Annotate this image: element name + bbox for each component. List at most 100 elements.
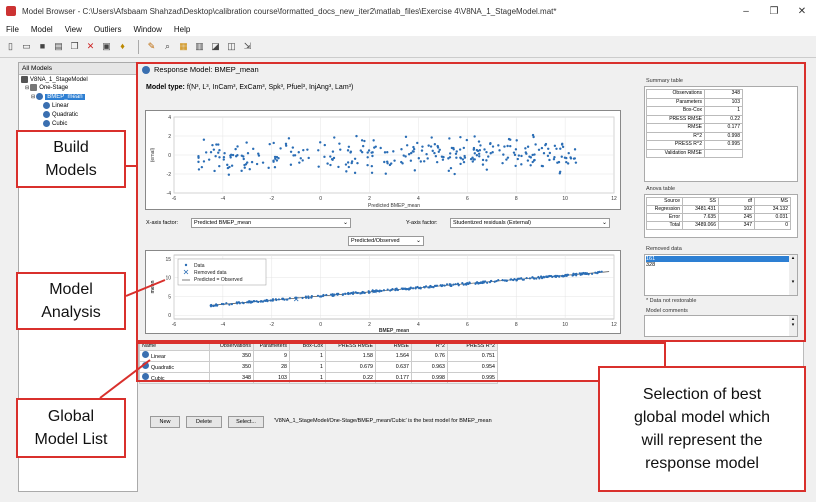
not-restorable-note: * Data not restorable — [646, 298, 697, 304]
data-point — [360, 139, 364, 142]
delete-icon[interactable]: ✕ — [86, 41, 95, 51]
tree-stage[interactable]: ⊟ One-Stage — [25, 84, 68, 91]
removed-data-item[interactable]: 161 — [646, 256, 796, 262]
callout-model-analysis: Model Analysis — [16, 272, 126, 330]
model-comments-box[interactable]: ▴ ▾ — [644, 315, 798, 337]
data-point — [355, 134, 358, 138]
menu-view[interactable]: View — [64, 24, 82, 34]
select-model-button[interactable]: Select... — [228, 416, 264, 428]
stepwise-icon[interactable]: ▦ — [179, 41, 188, 51]
data-point — [402, 154, 405, 157]
x-axis-factor-select[interactable]: Predicted BMEP_mean ⌄ — [191, 218, 351, 228]
new-file-icon[interactable]: ▯ — [8, 41, 13, 51]
chevron-down-icon: ⌄ — [601, 220, 607, 226]
data-point — [310, 296, 313, 299]
menu-window[interactable]: Window — [133, 24, 162, 34]
tree-root[interactable]: V8NA_1_StageModel — [21, 76, 88, 83]
scrollbar[interactable]: ▴ ▾ — [789, 255, 797, 295]
zoom-icon[interactable]: ⌕ — [164, 41, 171, 51]
data-point — [455, 156, 458, 159]
data-point — [307, 156, 310, 160]
data-point — [531, 153, 534, 157]
data-point — [419, 286, 422, 289]
legend-entry: Removed data — [194, 270, 227, 276]
data-point — [514, 164, 517, 168]
boxcox-icon[interactable]: ✎ — [147, 41, 156, 51]
copy-icon[interactable]: ❐ — [70, 41, 79, 51]
data-point — [471, 156, 474, 159]
data-point — [534, 143, 537, 146]
data-point — [481, 163, 485, 166]
close-button[interactable]: ✕ — [797, 5, 807, 17]
open-folder-icon[interactable]: ▭ — [22, 41, 31, 51]
removed-data-item[interactable]: 328 — [646, 262, 656, 268]
new-model-button[interactable]: New — [150, 416, 180, 428]
data-point — [575, 274, 578, 277]
y-tick-label: 10 — [165, 276, 171, 282]
data-point — [566, 162, 570, 165]
delete-model-button[interactable]: Delete — [186, 416, 222, 428]
data-point — [386, 162, 389, 165]
print-icon[interactable]: ▤ — [54, 41, 63, 51]
data-point — [578, 272, 581, 275]
data-point — [349, 151, 352, 154]
x-tick-label: 0 — [319, 196, 322, 202]
menu-help[interactable]: Help — [173, 24, 191, 34]
tree-response-label: BMEP_mean — [45, 93, 85, 100]
menu-outliers[interactable]: Outliers — [93, 24, 122, 34]
data-point — [326, 162, 329, 165]
paste-icon[interactable]: ▣ — [102, 41, 111, 51]
removed-data-list[interactable]: 161 328 ▴ ▾ — [644, 254, 798, 296]
y-axis-factor-select[interactable]: Studentized residuals (External) ⌄ — [450, 218, 610, 228]
data-point — [384, 172, 387, 175]
data-point — [277, 298, 281, 301]
minimize-button[interactable]: – — [743, 5, 749, 17]
scrollbar[interactable]: ▴ ▾ — [789, 316, 797, 336]
data-point — [468, 281, 471, 284]
data-point — [229, 154, 232, 157]
data-point — [489, 279, 493, 283]
best-model-icon[interactable]: ♦ — [120, 41, 125, 51]
data-point — [553, 144, 557, 148]
data-point — [542, 152, 546, 155]
tree-model-linear[interactable]: Linear — [43, 102, 69, 109]
data-point — [289, 150, 293, 153]
data-point — [345, 170, 348, 173]
data-point — [386, 288, 389, 291]
save-icon[interactable]: ■ — [39, 41, 46, 51]
data-point — [255, 162, 259, 166]
data-point — [449, 283, 452, 286]
data-point — [356, 161, 359, 165]
tree-model-quadratic[interactable]: Quadratic — [43, 111, 78, 118]
data-point — [226, 163, 229, 167]
tree-response[interactable]: ⊟ BMEP_mean — [31, 93, 85, 100]
data-point — [370, 164, 374, 168]
data-point — [532, 135, 535, 139]
residual-plot[interactable]: -6 -4 -2 0 2 4 6 8 10 12 4 2 0 -2 -4 Predicted BMEP_mea… — [145, 110, 621, 210]
maximize-button[interactable]: ❐ — [769, 5, 779, 17]
data-point — [557, 160, 561, 164]
data-point — [243, 166, 246, 169]
data-point — [433, 151, 436, 155]
data-point — [448, 152, 452, 155]
data-point — [567, 151, 570, 155]
data-point — [275, 159, 279, 162]
design-icon[interactable]: ▥ — [195, 41, 204, 51]
data-point — [560, 155, 563, 158]
data-point — [431, 149, 434, 153]
response-icon — [142, 65, 150, 74]
data-point — [321, 294, 325, 298]
export-icon[interactable]: ⇲ — [243, 41, 252, 51]
tree-model-cubic[interactable]: Cubic — [43, 120, 67, 127]
model-fit-icon[interactable]: ◪ — [211, 41, 220, 51]
data-point — [234, 147, 237, 151]
data-point — [207, 158, 211, 161]
data-point — [225, 302, 228, 305]
menu-file[interactable]: File — [6, 24, 19, 34]
plot-type-select[interactable]: Predicted/Observed ⌄ — [348, 236, 424, 246]
chart-icon[interactable]: ◫ — [227, 41, 236, 51]
predicted-observed-plot[interactable]: -6 -4 -2 0 2 4 6 8 10 12 15 10 5 0 BMEP_mean mean Data Re… — [145, 250, 621, 334]
menu-model[interactable]: Model — [30, 24, 53, 34]
legend-data-marker — [184, 263, 188, 267]
